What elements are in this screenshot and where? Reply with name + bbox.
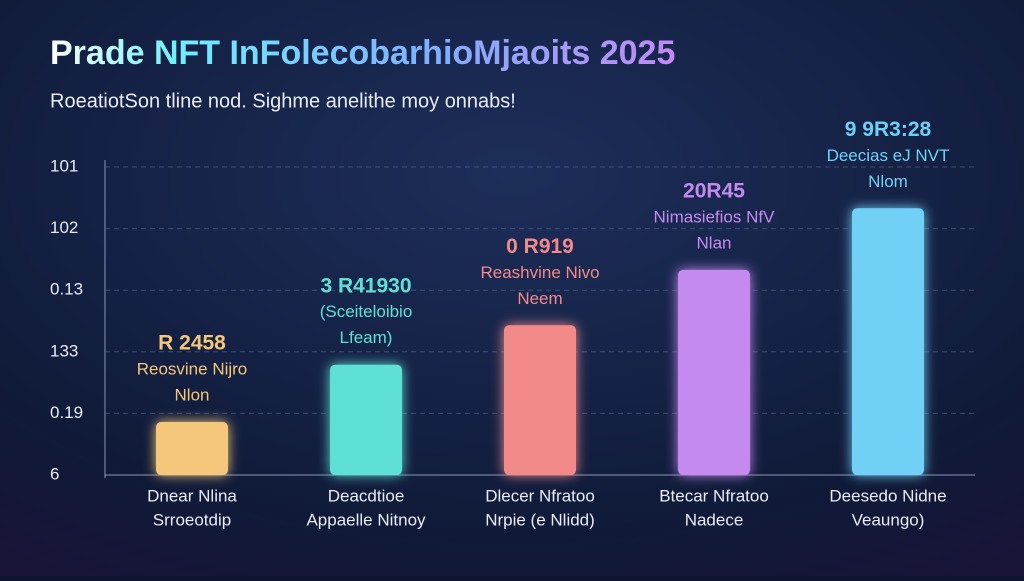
bar-label: Reosvine Nijro bbox=[137, 360, 248, 379]
y-tick-label: 0.13 bbox=[50, 280, 83, 299]
bar bbox=[156, 422, 228, 475]
x-tick-label: Deesedo Nidne bbox=[829, 486, 946, 505]
bar bbox=[678, 269, 750, 475]
bar-label: Deecias eJ NVT bbox=[827, 146, 950, 165]
x-tick-label: Appaelle Nitnoy bbox=[306, 510, 426, 529]
x-tick-label: Nadece bbox=[685, 510, 744, 529]
bar-label: 20R45 bbox=[683, 179, 745, 202]
x-tick-label: Nrpie (e Nlidd) bbox=[485, 510, 595, 529]
chart-subtitle: RoeatiotSon tline nod. Sighme anelithe m… bbox=[50, 90, 516, 112]
x-tick-label: Veaungo) bbox=[852, 510, 925, 529]
y-tick-label: 133 bbox=[50, 341, 78, 360]
bar-label: 9 9R3:28 bbox=[845, 118, 932, 141]
bar bbox=[852, 208, 924, 475]
bar-label: (Sceiteloibio bbox=[320, 302, 413, 321]
bar-label: Nlon bbox=[175, 386, 210, 405]
x-tick-label: Dlecer Nfratoo bbox=[485, 486, 595, 505]
x-tick-label: Deacdtioe bbox=[328, 486, 405, 505]
bar-label: Reashvine Nivo bbox=[480, 263, 599, 282]
bar-label: Lfeam) bbox=[340, 328, 393, 347]
bar-label: R 2458 bbox=[158, 332, 226, 355]
y-tick-label: 101 bbox=[50, 156, 78, 175]
bar-label: Nimasiefios NfV bbox=[654, 207, 776, 226]
bar-label: Nlan bbox=[697, 233, 732, 252]
bar-label: Nlom bbox=[868, 172, 908, 191]
y-tick-label: 102 bbox=[50, 218, 78, 237]
x-tick-label: Btecar Nfratoo bbox=[659, 486, 769, 505]
chart-title: Prade NFT InFolecobarhioMjaoits 2025 bbox=[50, 34, 675, 72]
bar bbox=[330, 364, 402, 475]
y-tick-label: 6 bbox=[50, 464, 59, 483]
y-tick-label: 0.19 bbox=[50, 403, 83, 422]
bar-label: Neem bbox=[517, 289, 562, 308]
bar-label: 0 R919 bbox=[506, 235, 574, 258]
x-tick-label: Srroeotdip bbox=[153, 510, 231, 529]
bar-label: 3 R41930 bbox=[320, 274, 411, 297]
bar bbox=[504, 325, 576, 475]
x-tick-label: Dnear Nlina bbox=[147, 486, 237, 505]
